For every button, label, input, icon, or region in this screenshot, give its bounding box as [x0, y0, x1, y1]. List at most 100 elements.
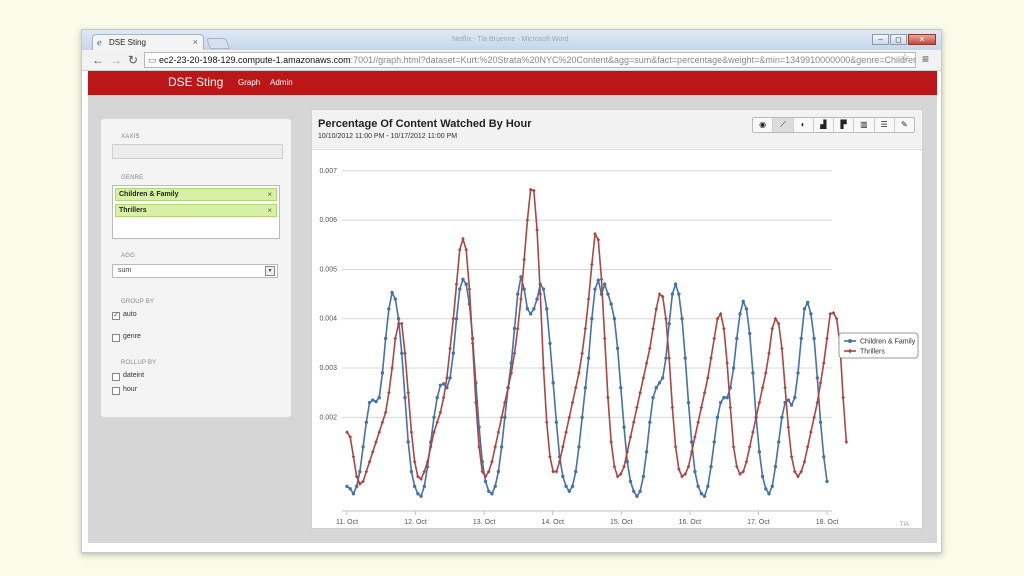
legend-box: [838, 332, 919, 359]
data-point: [809, 430, 813, 435]
globe-icon[interactable]: ◉: [753, 118, 774, 132]
bar-chart-icon[interactable]: ▟: [814, 118, 834, 132]
legend-item[interactable]: Children & Family: [860, 339, 916, 346]
data-point: [503, 415, 507, 420]
data-point: [486, 469, 491, 474]
rollup-dateint-checkbox[interactable]: [112, 373, 120, 381]
data-point: [638, 489, 642, 493]
chevron-down-icon[interactable]: ▾: [265, 266, 275, 276]
genre-multiselect[interactable]: Children & Family × Thrillers ×: [112, 185, 280, 239]
data-point: [412, 459, 417, 464]
data-point: [371, 398, 375, 402]
genre-tag-label: Children & Family: [119, 191, 179, 198]
data-point: [635, 405, 639, 410]
table-icon[interactable]: ☰: [875, 118, 895, 132]
data-point: [722, 326, 726, 331]
data-point: [780, 346, 784, 351]
pie-chart-icon[interactable]: ◐: [794, 118, 814, 132]
browser-toolbar: ← → ↻ ▭ ec2-23-20-198-129.compute-1.amazo…: [82, 50, 941, 71]
data-point: [818, 380, 823, 385]
data-point: [744, 307, 749, 311]
data-point: [493, 484, 497, 489]
data-point: [609, 439, 613, 444]
y-tick-label: 0.007: [319, 168, 337, 175]
group-by-genre-checkbox[interactable]: [112, 334, 120, 342]
data-point: [664, 316, 668, 321]
group-by-auto-checkbox[interactable]: ✓: [112, 312, 120, 320]
x-tick-label: 16. Oct: [679, 519, 702, 526]
minimize-button[interactable]: –: [872, 34, 889, 45]
tab-close-icon[interactable]: ×: [192, 37, 198, 47]
data-point: [735, 336, 739, 341]
data-point: [641, 474, 646, 479]
remove-genre-icon[interactable]: ×: [267, 190, 272, 199]
reload-icon[interactable]: ↻: [128, 53, 139, 67]
browser-menu-icon[interactable]: ≡: [922, 52, 930, 66]
data-point: [632, 489, 636, 493]
data-point: [751, 430, 755, 435]
data-point: [612, 317, 617, 321]
data-point: [422, 484, 427, 489]
wrench-icon[interactable]: ✎: [901, 120, 908, 129]
data-point: [619, 472, 623, 477]
data-point: [683, 356, 687, 360]
nav-graph-link[interactable]: Graph: [238, 78, 261, 87]
data-point: [693, 469, 697, 474]
data-point: [364, 469, 369, 474]
data-point: [615, 474, 620, 479]
x-axis: 11. Oct 12. Oct 13. Oct 14. Oct 15. Oct 16. O…: [336, 511, 838, 526]
data-point: [496, 469, 501, 474]
address-bar[interactable]: ▭ ec2-23-20-198-129.compute-1.amazonaws.c…: [144, 52, 916, 68]
xaxis-input[interactable]: [112, 144, 283, 159]
data-point: [792, 469, 797, 474]
data-point: [763, 370, 768, 375]
agg-select[interactable]: sum ▾: [112, 264, 278, 278]
data-point: [586, 356, 591, 360]
data-point: [612, 464, 617, 469]
new-tab-button[interactable]: [205, 38, 231, 49]
data-point: [451, 316, 456, 321]
data-point: [403, 395, 407, 400]
remove-genre-icon[interactable]: ×: [267, 206, 272, 215]
data-point: [686, 464, 691, 469]
app-brand[interactable]: DSE Sting: [168, 75, 224, 89]
data-point: [706, 375, 710, 380]
data-point: [551, 381, 555, 385]
data-point: [661, 376, 665, 380]
data-point: [654, 306, 659, 311]
data-point: [406, 440, 410, 444]
back-icon[interactable]: ←: [92, 53, 104, 67]
line-chart-icon[interactable]: ⟋: [773, 118, 794, 132]
data-point: [783, 385, 787, 390]
data-point: [464, 247, 468, 252]
data-point: [712, 336, 717, 341]
data-point: [622, 425, 626, 429]
data-point: [358, 469, 362, 474]
tab-bar: ℯ DSE Sting × Netflix - Tia Bruenne - Mi…: [82, 30, 941, 50]
bookmark-star-icon[interactable]: ☆: [900, 52, 910, 64]
data-point: [802, 459, 807, 464]
rollup-hour-checkbox[interactable]: [112, 387, 120, 395]
y-tick-label: 0.003: [319, 365, 337, 372]
data-point: [773, 316, 778, 321]
columns-icon[interactable]: ▥: [854, 118, 875, 132]
data-point: [760, 474, 765, 479]
url-host: ec2-23-20-198-129.compute-1.amazonaws.co…: [159, 55, 351, 65]
data-point: [628, 435, 633, 440]
data-point: [483, 479, 488, 484]
agg-label: AGG: [121, 253, 135, 259]
browser-tab[interactable]: ℯ DSE Sting ×: [92, 34, 204, 50]
data-point: [831, 310, 836, 315]
group-by-label: GROUP BY: [121, 299, 155, 305]
legend-item[interactable]: Thrillers: [860, 349, 885, 356]
close-window-button[interactable]: ✕: [908, 34, 936, 45]
data-point: [596, 237, 601, 242]
horizontal-bar-icon[interactable]: ▛: [834, 118, 855, 132]
forward-icon[interactable]: →: [110, 53, 122, 67]
data-point: [461, 236, 465, 241]
maximize-button[interactable]: ◻: [890, 34, 907, 45]
chart-header: Percentage Of Content Watched By Hour 10…: [312, 110, 922, 150]
data-point: [702, 494, 707, 498]
nav-admin-link[interactable]: Admin: [270, 78, 293, 87]
data-point: [834, 316, 839, 321]
